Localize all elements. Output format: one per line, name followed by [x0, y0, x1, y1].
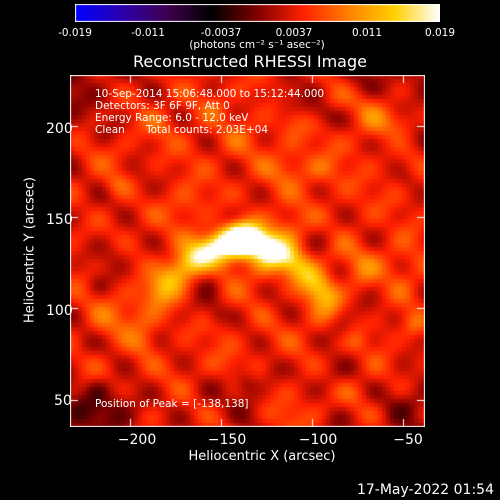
y-tick-label: 150: [46, 212, 73, 228]
colorbar-tick-label: 0.019: [424, 27, 456, 39]
y-tick-label: 100: [46, 303, 73, 319]
energy-range-text: Energy Range: 6.0 - 12.0 keV: [95, 112, 249, 124]
total-counts-text: Total counts: 2.03E+04: [146, 124, 269, 136]
x-axis-label: Heliocentric X (arcsec): [188, 449, 336, 464]
y-axis-label: Heliocentric Y (arcsec): [22, 177, 38, 323]
chart-title: Reconstructed RHESSI Image: [133, 52, 367, 71]
colorbar-tick-label: -0.011: [131, 27, 165, 39]
x-tick-label: −100: [298, 432, 338, 448]
peak-position-text: Position of Peak = [-138,138]: [95, 398, 249, 410]
heatmap-image: [70, 75, 425, 427]
colorbar-units: (photons cm⁻² s⁻¹ asec⁻²): [189, 39, 325, 51]
colorbar-tick-label: 0.0037: [275, 27, 313, 39]
colorbar-tick-label: -0.019: [58, 27, 92, 39]
time-range-text: 10-Sep-2014 15:06:48.000 to 15:12:44.000: [95, 88, 325, 100]
colorbar-tick-label: 0.011: [351, 27, 383, 39]
clean-text: Clean: [95, 124, 125, 136]
y-tick-label: 50: [54, 393, 72, 409]
x-tick-label: −50: [393, 432, 423, 448]
detectors-text: Detectors: 3F 6F 9F, Att 0: [95, 100, 230, 112]
y-tick-label: 200: [46, 121, 73, 137]
x-tick-label: −150: [207, 432, 247, 448]
timestamp-footer: 17-May-2022 01:54: [356, 482, 494, 498]
colorbar-tick-label: -0.0037: [200, 27, 242, 39]
x-tick-label: −200: [117, 432, 157, 448]
colorbar: [75, 4, 440, 22]
